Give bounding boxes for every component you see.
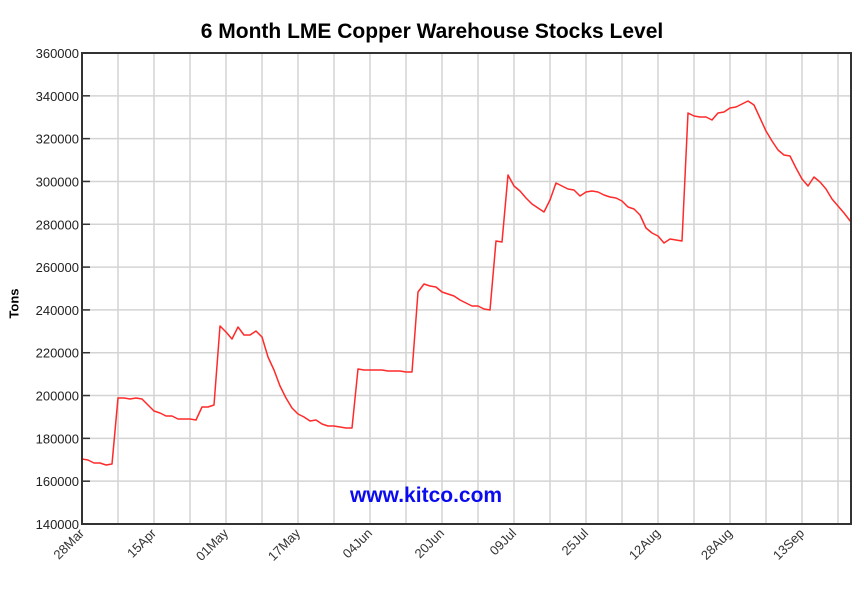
- x-tick-label: 20Jun: [411, 526, 447, 562]
- y-tick-label: 140000: [36, 517, 79, 532]
- y-tick-label: 340000: [36, 89, 79, 104]
- y-tick-label: 160000: [36, 474, 79, 489]
- stock-level-line: [81, 100, 852, 466]
- x-tick-label: 25Jul: [559, 525, 592, 558]
- plot-frame: [81, 52, 852, 525]
- y-tick-label: 320000: [36, 132, 79, 147]
- x-tick-label: 13Sep: [770, 526, 807, 563]
- kitco-watermark: www.kitco.com: [350, 484, 503, 507]
- x-tick-label: 09Jul: [487, 525, 520, 558]
- y-tick-label: 180000: [36, 431, 79, 446]
- x-tick-label: 17May: [265, 525, 304, 564]
- x-tick-label: 01May: [193, 525, 232, 564]
- y-tick-label: 280000: [36, 217, 79, 232]
- y-axis-ticks: 140000 160000 180000 200000 220000 240000 2600…: [36, 46, 90, 532]
- chart-title: 6 Month LME Copper Warehouse Stocks Leve…: [200, 20, 664, 43]
- y-tick-label: 220000: [36, 346, 79, 361]
- y-tick-label: 300000: [36, 174, 79, 189]
- x-tick-label: 04Jun: [339, 526, 375, 562]
- y-tick-label: 240000: [36, 303, 79, 318]
- y-tick-label: 200000: [36, 389, 79, 404]
- x-tick-label: 28Aug: [698, 526, 735, 563]
- grid-lines: [82, 52, 851, 525]
- x-tick-label: 12Aug: [626, 526, 663, 563]
- y-tick-label: 360000: [36, 46, 79, 61]
- y-tick-label: 260000: [36, 260, 79, 275]
- x-tick-label: 15Apr: [124, 525, 160, 561]
- x-axis-ticks: 28Mar 15Apr 01May 17May 04Jun 20Jun 09Jul 25Jul…: [50, 525, 807, 564]
